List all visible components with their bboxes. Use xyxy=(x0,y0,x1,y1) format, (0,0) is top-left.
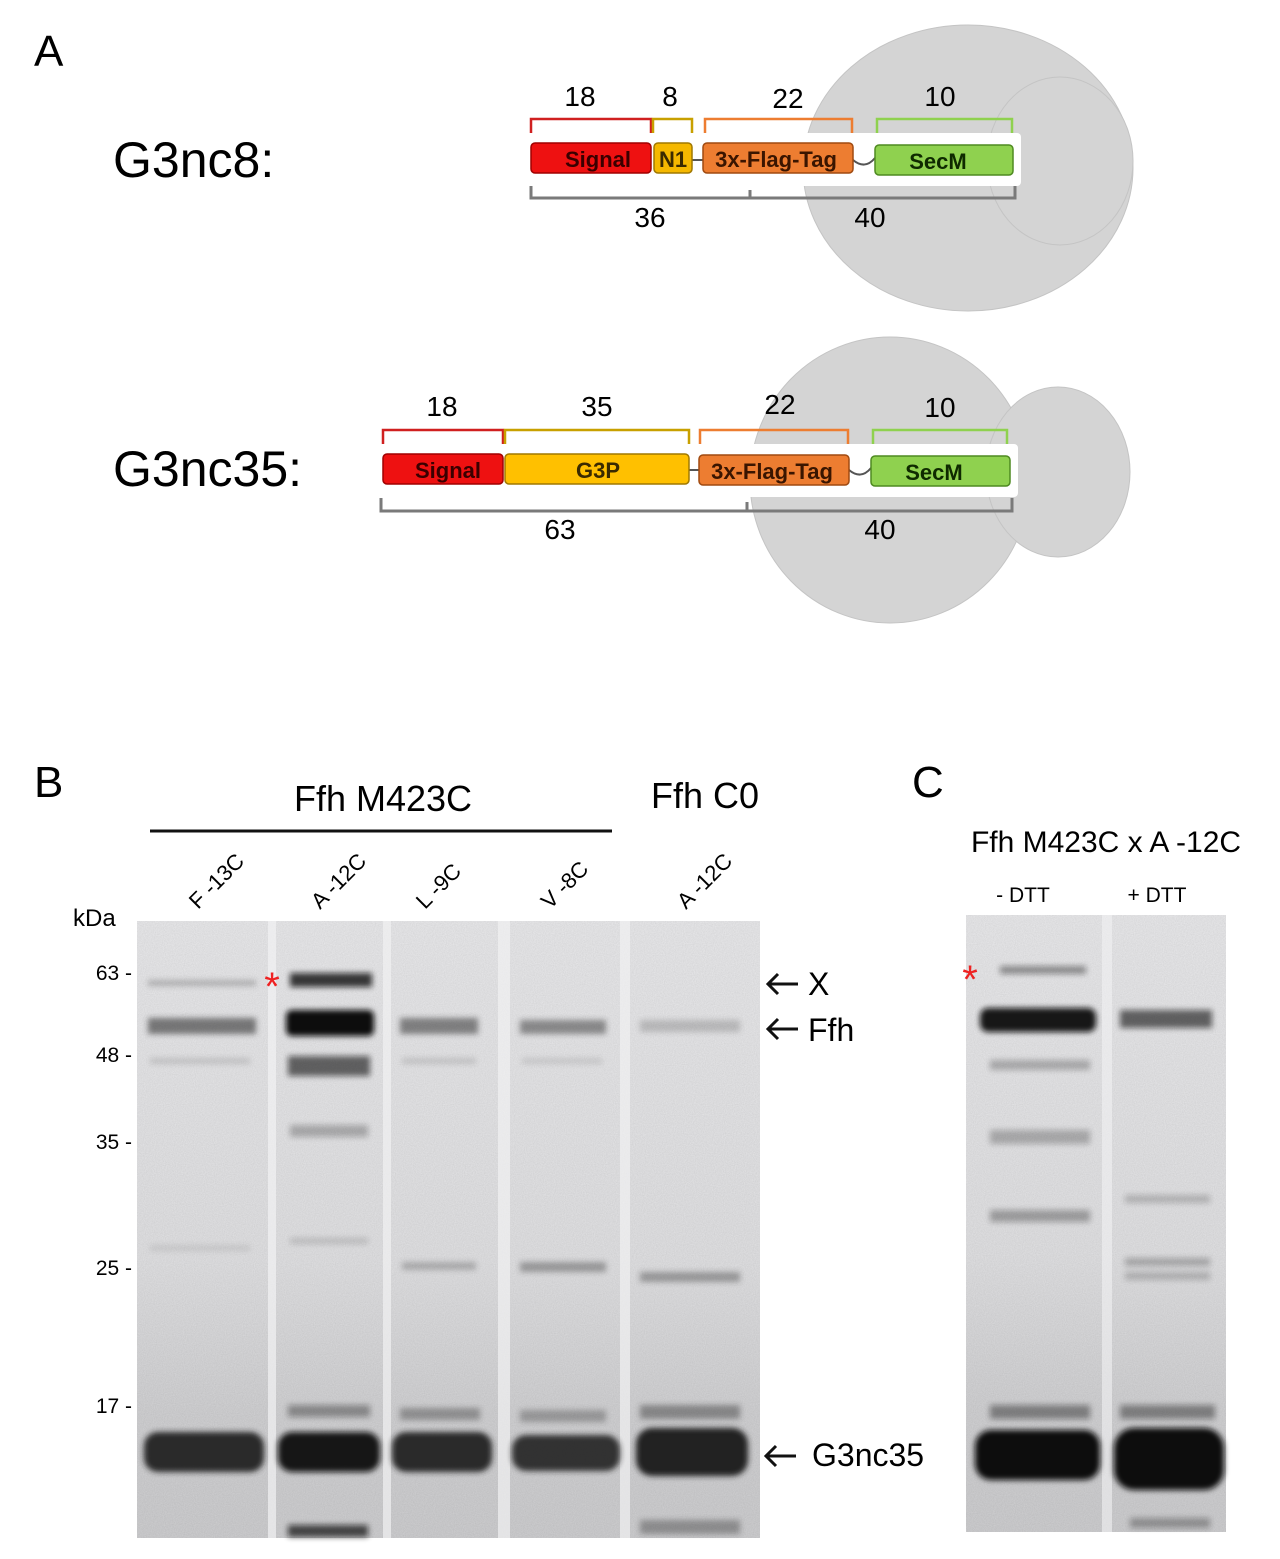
gel-b-lane-2 xyxy=(278,973,380,1537)
lane-labels-b: F -13C A -12C L -9C V -8C A -12C xyxy=(184,848,737,913)
bracket-bottom-1 xyxy=(529,186,1017,200)
panel-a-letter: A xyxy=(34,27,64,76)
panel-c-title: Ffh M423C x A -12C xyxy=(971,826,1241,859)
bracket-bottom-2 xyxy=(379,498,1014,513)
segment-signal-2-label: Signal xyxy=(415,458,481,483)
marker-63: 63 - xyxy=(96,962,132,985)
gel-b-lane-4 xyxy=(512,1020,620,1471)
segment-flag-1-label: 3x-Flag-Tag xyxy=(715,147,837,172)
segment-g3p xyxy=(504,453,690,485)
length-bottom-2b: 40 xyxy=(864,514,895,545)
lane-label-3: L -9C xyxy=(411,858,466,913)
length-n1: 8 xyxy=(662,81,678,112)
bracket-signal-2 xyxy=(381,428,505,444)
arrow-label-g3nc35: G3nc35 xyxy=(812,1437,924,1473)
segment-signal-1 xyxy=(530,142,652,174)
length-g3p: 35 xyxy=(581,391,612,422)
marker-17: 17 - xyxy=(96,1395,132,1418)
bracket-g3p xyxy=(503,428,691,444)
bracket-signal-1 xyxy=(529,117,653,133)
bracket-secm-2 xyxy=(871,428,1009,444)
construct-g3nc35: G3nc35: 18 35 22 10 Signal G3P 3x-Flag-T… xyxy=(113,336,1131,624)
length-flag-1: 22 xyxy=(772,83,803,114)
length-secm-1: 10 xyxy=(924,81,955,112)
lane-label-2: A -12C xyxy=(306,848,371,913)
gel-c-lane-minus xyxy=(975,966,1100,1480)
kda-label: kDa xyxy=(73,905,116,932)
construct-g3nc8: G3nc8: 18 8 22 10 Signal N1 3x-Flag-Tag … xyxy=(113,24,1134,312)
lane-label-4: V -8C xyxy=(536,856,594,914)
segment-secm-2-label: SecM xyxy=(905,460,962,485)
gel-b xyxy=(137,921,760,1538)
arrow-label-x: X xyxy=(808,966,829,1002)
segment-signal-2 xyxy=(382,453,504,485)
segment-flag-1 xyxy=(702,142,854,174)
asterisk-c: * xyxy=(962,958,978,1002)
segment-n1-label: N1 xyxy=(659,147,687,172)
panel-c-letter: C xyxy=(912,758,944,807)
arrow-ffh-icon xyxy=(765,1017,798,1041)
bracket-flag-1 xyxy=(703,117,854,133)
panel-b-letter: B xyxy=(34,758,63,807)
bracket-n1 xyxy=(651,117,694,133)
gel-c-lane-plus xyxy=(1114,1010,1224,1528)
length-flag-2: 22 xyxy=(764,389,795,420)
segment-flag-2-label: 3x-Flag-Tag xyxy=(711,459,833,484)
gel-b-lane-3 xyxy=(392,1018,492,1472)
segment-n1 xyxy=(653,142,693,174)
bracket-secm-1 xyxy=(875,117,1014,133)
lane-label-1: F -13C xyxy=(184,848,249,913)
length-bottom-1a: 36 xyxy=(634,202,665,233)
length-signal-1: 18 xyxy=(564,81,595,112)
segment-secm-1 xyxy=(874,144,1014,176)
bracket-flag-2 xyxy=(698,428,850,444)
construct-2-name: G3nc35: xyxy=(113,441,302,497)
group-label-c0: Ffh C0 xyxy=(651,775,759,816)
marker-25: 25 - xyxy=(96,1257,132,1280)
lane-label-5: A -12C xyxy=(672,848,737,913)
marker-ladder: 63 - 48 - 35 - 25 - 17 - xyxy=(96,962,132,1418)
marker-35: 35 - xyxy=(96,1131,132,1154)
length-secm-2: 10 xyxy=(924,392,955,423)
lane-label-plus-dtt: + DTT xyxy=(1128,884,1187,907)
gel-b-lane-5 xyxy=(636,1020,748,1534)
construct-1-name: G3nc8: xyxy=(113,132,274,188)
arrow-x-icon xyxy=(765,972,798,996)
gel-c xyxy=(966,915,1226,1532)
segment-g3p-label: G3P xyxy=(576,458,620,483)
segment-secm-1-label: SecM xyxy=(909,149,966,174)
arrows-b xyxy=(763,972,798,1468)
arrow-label-ffh: Ffh xyxy=(808,1012,854,1048)
linker-2b xyxy=(848,467,872,476)
length-bottom-2a: 63 xyxy=(544,514,575,545)
marker-48: 48 - xyxy=(96,1044,132,1067)
segment-signal-1-label: Signal xyxy=(565,147,631,172)
gel-b-lane-1 xyxy=(144,980,264,1472)
segment-secm-2 xyxy=(870,455,1011,487)
lane-label-minus-dtt: - DTT xyxy=(996,884,1050,907)
linker-1b xyxy=(852,157,876,166)
asterisk-b: * xyxy=(264,965,280,1009)
segment-flag-2 xyxy=(698,454,850,486)
group-label-m423c: Ffh M423C xyxy=(294,778,472,819)
length-bottom-1b: 40 xyxy=(854,202,885,233)
length-signal-2: 18 xyxy=(426,391,457,422)
arrow-g3nc35-icon xyxy=(763,1444,796,1468)
